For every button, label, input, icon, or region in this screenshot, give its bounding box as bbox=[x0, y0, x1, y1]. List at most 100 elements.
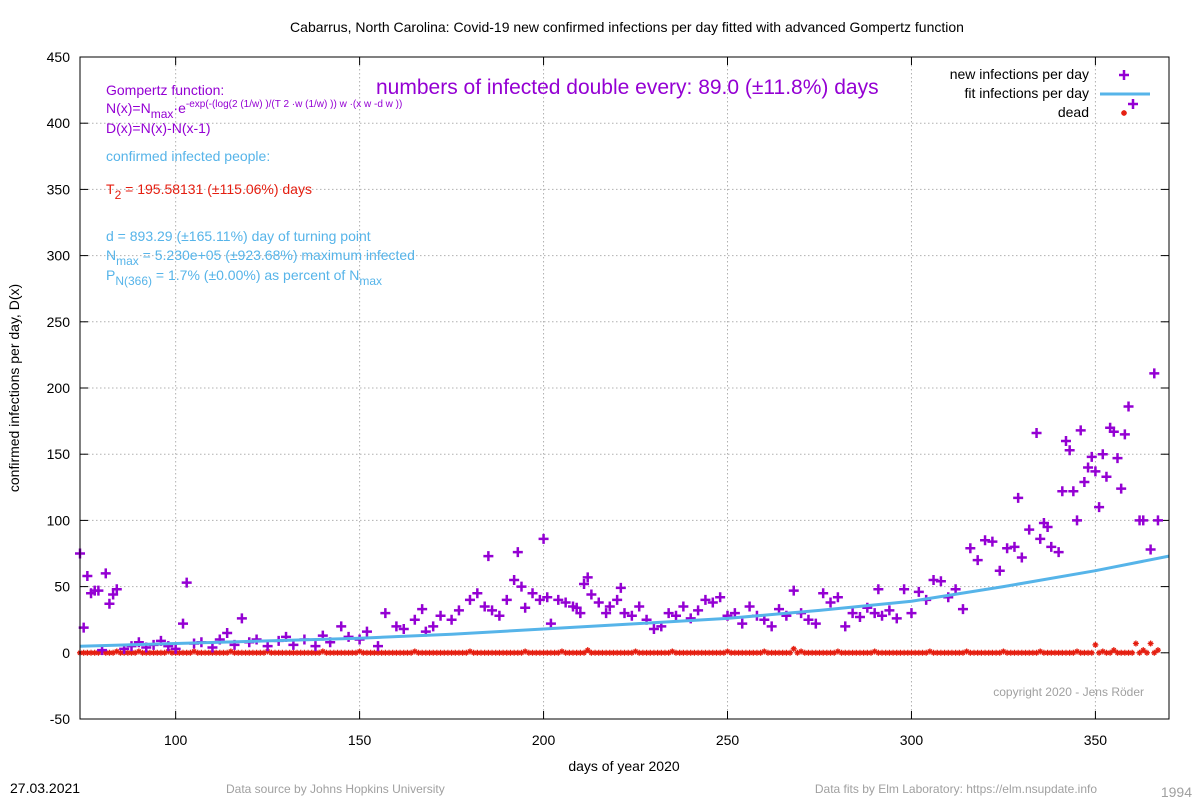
dead-point bbox=[1059, 649, 1066, 656]
dead-point bbox=[757, 649, 764, 656]
dead-point bbox=[176, 649, 183, 656]
dead-point bbox=[827, 649, 834, 656]
dead-point bbox=[783, 649, 790, 656]
dead-point bbox=[1055, 649, 1062, 656]
t2-sub: 2 bbox=[115, 188, 122, 202]
dead-point bbox=[80, 649, 87, 656]
dead-point bbox=[88, 649, 95, 656]
formula-n-sup: -exp(-(log(2 (1/w) )/(T 2 ·w (1/w) )) w … bbox=[186, 99, 402, 110]
nmax-part-a: N bbox=[106, 247, 116, 263]
infection-point bbox=[840, 621, 851, 632]
infection-point bbox=[972, 555, 983, 566]
dead-point bbox=[352, 649, 359, 656]
infection-point bbox=[453, 605, 464, 616]
dead-point bbox=[102, 649, 109, 656]
dead-point bbox=[1066, 649, 1073, 656]
dead-point bbox=[787, 649, 794, 656]
dead-point bbox=[275, 649, 282, 656]
infection-point bbox=[446, 614, 457, 625]
plot-frame bbox=[79, 56, 1170, 720]
infection-point bbox=[1149, 368, 1160, 379]
infection-point bbox=[391, 621, 402, 632]
dead-point bbox=[742, 649, 749, 656]
infection-point bbox=[501, 594, 512, 605]
dead-point bbox=[650, 649, 657, 656]
infection-point bbox=[957, 604, 968, 615]
chart-title: Cabarrus, North Carolina: Covid-19 new c… bbox=[290, 19, 964, 35]
t2-part-a: T bbox=[106, 181, 115, 197]
legend-label-fit: fit infections per day bbox=[964, 85, 1089, 101]
dead-point bbox=[161, 649, 168, 656]
y-axis-label: confirmed infections per day, D(x) bbox=[6, 284, 22, 492]
dead-point bbox=[1132, 640, 1139, 647]
dead-point bbox=[257, 649, 264, 656]
dead-point bbox=[1085, 649, 1092, 656]
dead-point bbox=[1092, 641, 1099, 648]
dead-point bbox=[882, 649, 889, 656]
dead-point bbox=[356, 648, 363, 655]
y-tick-label: -50 bbox=[50, 711, 70, 727]
dead-point bbox=[1143, 649, 1150, 656]
dead-point bbox=[628, 649, 635, 656]
dead-point bbox=[393, 649, 400, 656]
dead-point bbox=[632, 648, 639, 655]
dead-point bbox=[934, 649, 941, 656]
dead-point bbox=[334, 649, 341, 656]
infection-point bbox=[262, 641, 273, 652]
infection-point bbox=[310, 641, 321, 652]
dead-point bbox=[1026, 649, 1033, 656]
infection-point bbox=[1097, 449, 1108, 460]
infection-point bbox=[825, 597, 836, 608]
legend-marker-fit-plus bbox=[1128, 99, 1138, 109]
infection-point bbox=[1031, 428, 1042, 439]
infection-point bbox=[1060, 435, 1071, 446]
dead-point bbox=[581, 649, 588, 656]
dead-point bbox=[1088, 649, 1095, 656]
dead-point bbox=[1103, 649, 1110, 656]
dead-point bbox=[809, 649, 816, 656]
legend-label-infections: new infections per day bbox=[950, 66, 1089, 82]
dead-point bbox=[1062, 649, 1069, 656]
infection-point bbox=[108, 589, 119, 600]
dead-point bbox=[971, 649, 978, 656]
dead-point bbox=[1099, 648, 1106, 655]
dead-point bbox=[816, 649, 823, 656]
infection-point bbox=[487, 605, 498, 616]
dead-point bbox=[154, 649, 161, 656]
x-axis-label: days of year 2020 bbox=[568, 758, 680, 774]
infection-point bbox=[104, 598, 115, 609]
infection-point bbox=[1123, 401, 1134, 412]
dead-point bbox=[1154, 647, 1161, 654]
dead-point bbox=[908, 649, 915, 656]
infection-point bbox=[582, 572, 593, 583]
infection-point bbox=[678, 601, 689, 612]
dead-point bbox=[459, 649, 466, 656]
dead-point bbox=[382, 649, 389, 656]
dead-point bbox=[246, 649, 253, 656]
infection-point bbox=[464, 594, 475, 605]
infection-point bbox=[615, 582, 626, 593]
dead-point bbox=[728, 649, 735, 656]
dead-point bbox=[363, 649, 370, 656]
dead-point bbox=[389, 649, 396, 656]
y-tick-label: 400 bbox=[47, 115, 71, 131]
dead-point bbox=[194, 649, 201, 656]
dead-point bbox=[621, 649, 628, 656]
dead-point bbox=[985, 649, 992, 656]
dead-point bbox=[967, 649, 974, 656]
infection-point bbox=[1024, 524, 1035, 535]
dead-point bbox=[1040, 649, 1047, 656]
dead-point bbox=[1074, 648, 1081, 655]
infection-point bbox=[579, 578, 590, 589]
infection-point bbox=[1086, 451, 1097, 462]
dead-point bbox=[871, 648, 878, 655]
dead-point bbox=[746, 649, 753, 656]
dead-point bbox=[308, 649, 315, 656]
dead-point bbox=[518, 649, 525, 656]
infection-point bbox=[1009, 541, 1020, 552]
y-tick-label: 200 bbox=[47, 380, 71, 396]
dead-point bbox=[113, 648, 120, 655]
dead-point bbox=[831, 649, 838, 656]
dead-point bbox=[492, 649, 499, 656]
infection-point bbox=[663, 608, 674, 619]
